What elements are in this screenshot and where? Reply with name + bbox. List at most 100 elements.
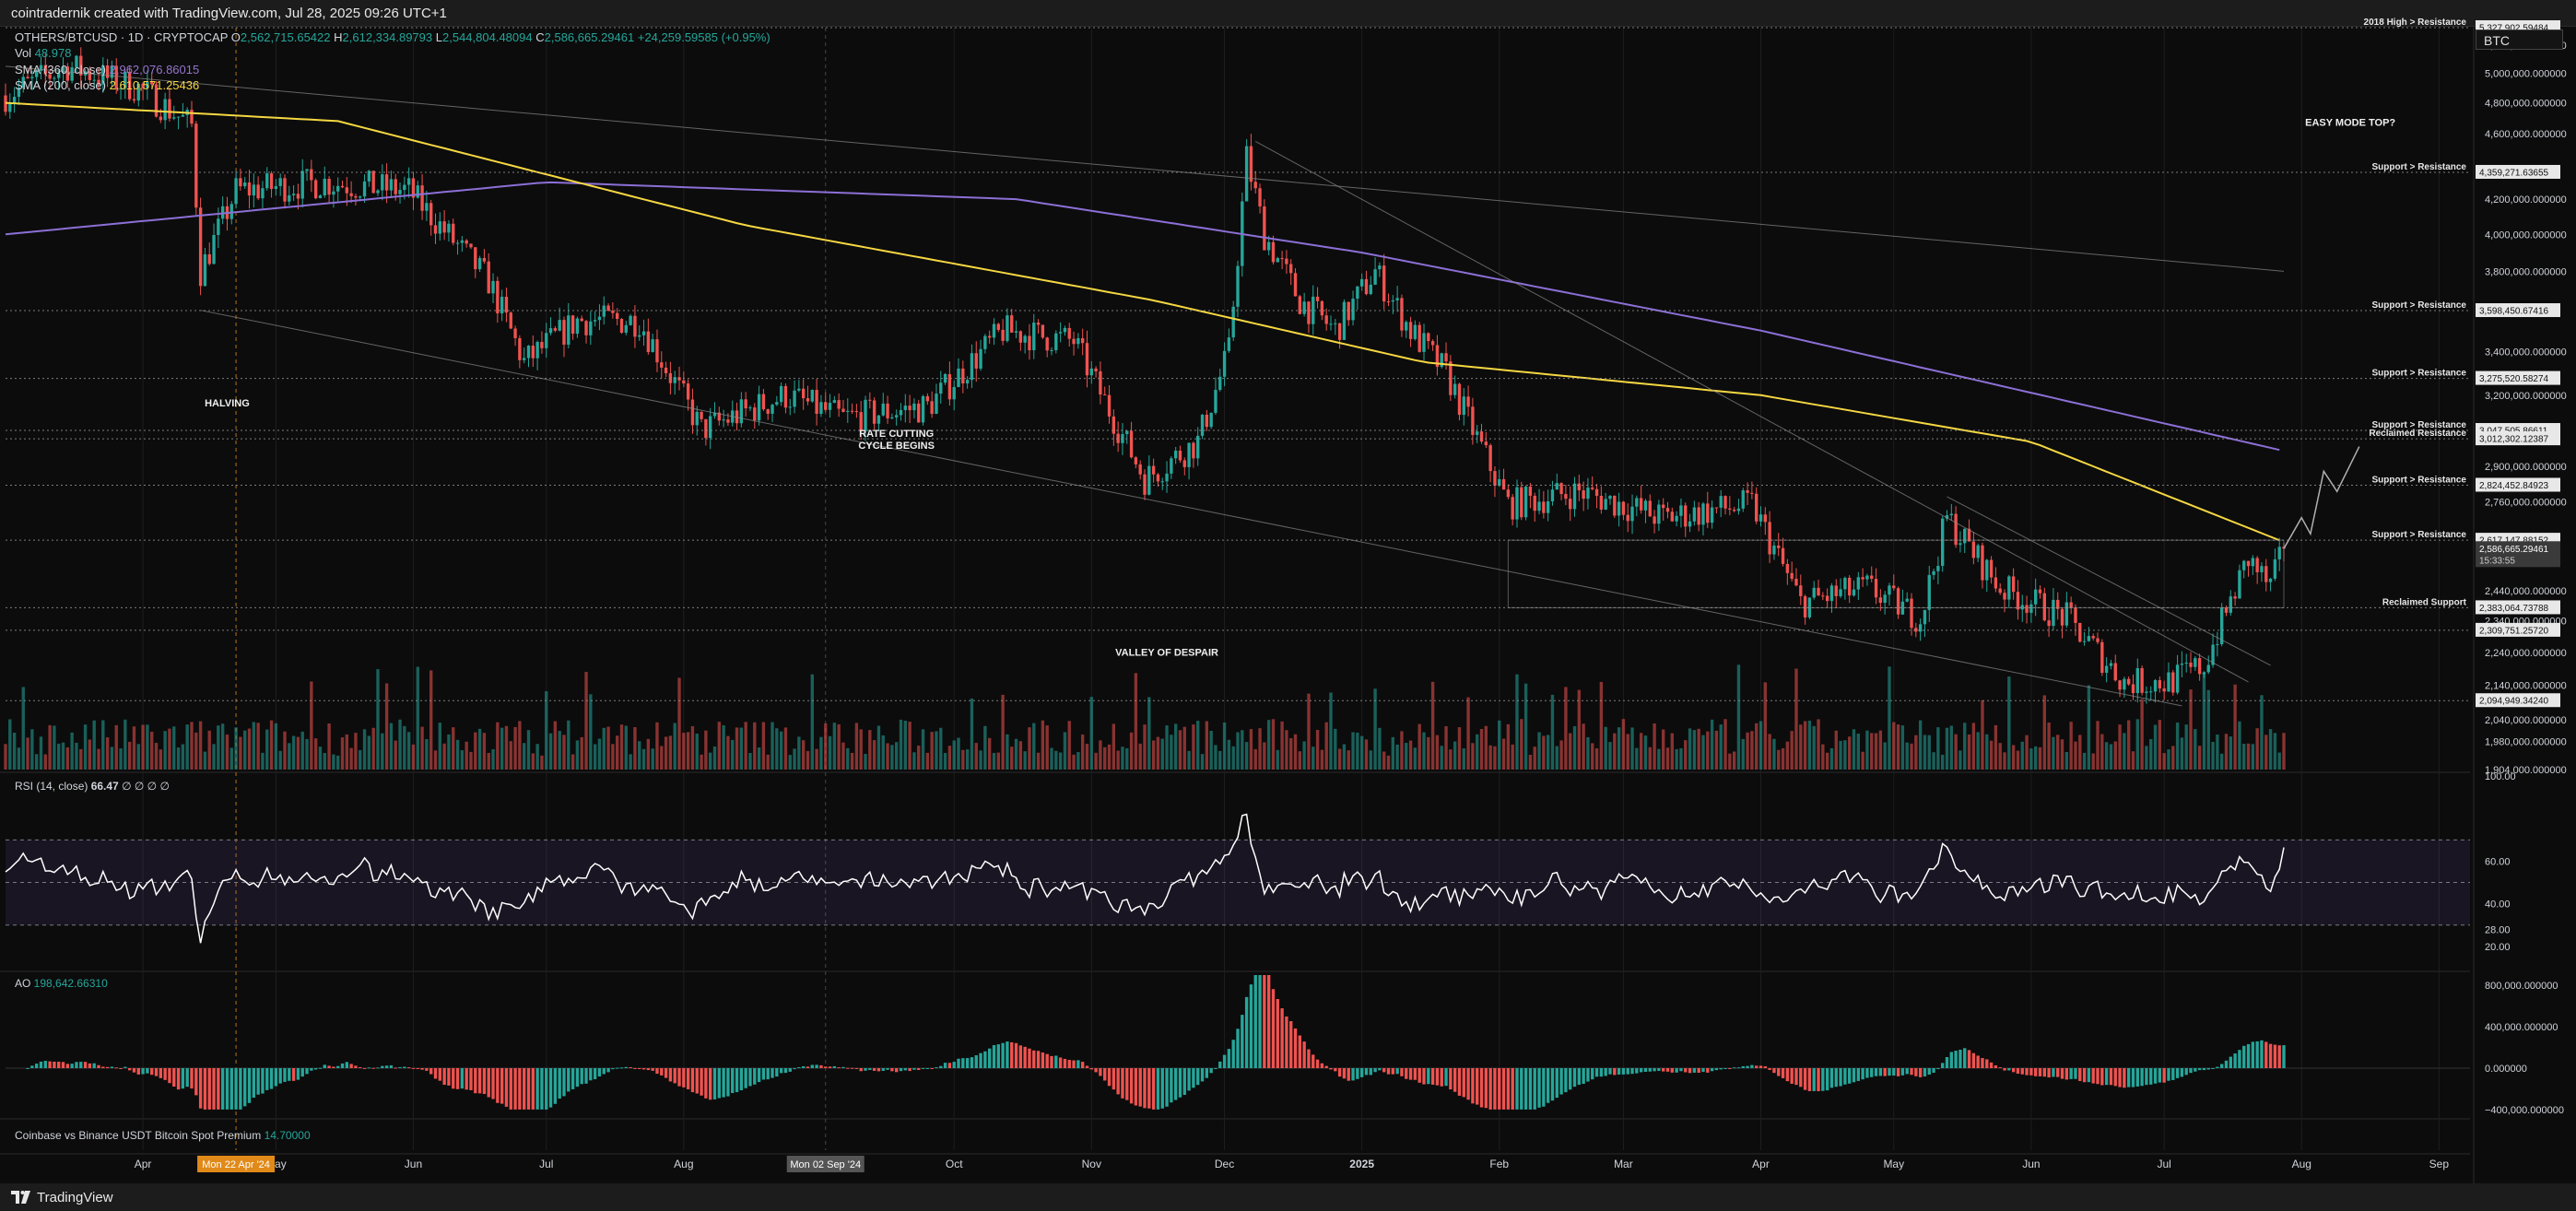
ao-bar: [602, 1068, 606, 1075]
candle-body: [2016, 592, 2020, 610]
volume-bar: [1586, 736, 1590, 770]
ao-bar: [1785, 1068, 1790, 1082]
candle-body: [336, 185, 340, 192]
ao-bar: [403, 1066, 406, 1068]
candle-body: [1089, 368, 1093, 376]
ao-bar: [1107, 1068, 1112, 1087]
candle-body: [1493, 471, 1497, 486]
ao-bar: [837, 1067, 841, 1069]
volume-bar: [1564, 687, 1568, 770]
ao-bar: [1923, 1068, 1927, 1077]
ao-bar: [269, 1068, 274, 1089]
volume-bar: [1714, 730, 1719, 770]
currency-button[interactable]: BTC: [2476, 29, 2563, 50]
volume-bar: [2056, 735, 2060, 770]
sma200-legend[interactable]: SMA (200, close) 2,610,571.25436: [15, 78, 199, 92]
ao-bar: [1542, 1068, 1546, 1107]
candle-body: [310, 169, 313, 181]
candle-body: [788, 406, 792, 408]
volume-bar: [841, 742, 845, 770]
candle-body: [1528, 486, 1533, 496]
ao-bar: [447, 1068, 451, 1086]
ao-bar: [1941, 1063, 1945, 1068]
candle-body: [797, 388, 801, 391]
volume-bar: [624, 725, 628, 770]
volume-bar: [1613, 733, 1617, 770]
volume-bar: [1289, 737, 1293, 770]
volume-bar: [1971, 723, 1976, 770]
volume-bar: [1834, 730, 1838, 770]
ao-bar: [1280, 1008, 1284, 1068]
rsi-extra-value: ∅: [122, 780, 135, 793]
candle-body: [593, 320, 597, 322]
ao-bar: [65, 1064, 70, 1068]
volume-bar: [540, 755, 544, 770]
ao-bar: [619, 1067, 624, 1069]
ao-bar: [925, 1068, 930, 1069]
ao-bar: [1755, 1065, 1759, 1068]
candle-body: [2003, 593, 2006, 600]
ao-bar: [136, 1068, 140, 1075]
ao-bar: [43, 1061, 47, 1068]
volume-bar: [1116, 750, 1120, 770]
candle-body: [2260, 566, 2264, 572]
candle-body: [17, 88, 21, 98]
candle-body: [97, 79, 100, 85]
candle-body: [1883, 594, 1887, 604]
volume-bar: [957, 737, 960, 770]
volume-bar: [381, 733, 384, 770]
candle-body: [1741, 490, 1745, 509]
ao-bar: [2100, 1068, 2104, 1086]
candle-body: [212, 234, 216, 265]
ao-bar: [1085, 1065, 1089, 1068]
candle-body: [943, 373, 947, 383]
candle-body: [425, 203, 429, 211]
candle-body: [925, 395, 930, 402]
candle-body: [1692, 507, 1697, 522]
volume-legend[interactable]: Vol 48.978: [15, 46, 71, 60]
candle-body: [1643, 500, 1648, 511]
volume-bar: [1679, 747, 1683, 770]
ao-bar: [261, 1068, 265, 1094]
volume-bar: [1706, 731, 1710, 770]
ao-bar: [1231, 1040, 1235, 1068]
candle-body: [553, 328, 558, 331]
volume-bar: [1032, 723, 1036, 770]
ao-bar: [425, 1068, 429, 1071]
volume-bar: [1453, 741, 1457, 770]
volume-bar: [757, 747, 761, 770]
ao-bar: [996, 1044, 1000, 1068]
sma200-value: 2,610,571.25436: [109, 78, 200, 92]
price-tag-bg: [2476, 622, 2560, 637]
candle-body: [859, 412, 863, 432]
volume-bar: [1515, 674, 1519, 770]
ao-bar: [159, 1068, 163, 1078]
sma360-legend[interactable]: SMA (360, close) 2,962,076.86015: [15, 63, 199, 76]
candle-body: [30, 76, 34, 78]
ao-bar: [336, 1065, 340, 1068]
candle-body: [1302, 301, 1306, 314]
ao-bar: [1032, 1050, 1036, 1068]
volume-bar: [416, 666, 419, 770]
x-tick-label: Jul: [539, 1158, 553, 1170]
volume-bar: [1542, 735, 1546, 770]
symbol-legend[interactable]: OTHERS/BTCUSD · 1D · CRYPTOCAP O2,562,71…: [15, 30, 770, 44]
ao-bar: [523, 1068, 526, 1110]
candle-body: [1896, 588, 1900, 615]
candle-body: [1546, 500, 1550, 513]
ao-bar: [39, 1061, 43, 1068]
candle-body: [243, 182, 247, 187]
ao-bar: [1244, 996, 1249, 1068]
candle-body: [2100, 641, 2104, 674]
candle-body: [2219, 606, 2224, 644]
candle-body: [34, 70, 39, 77]
candle-body: [1803, 595, 1807, 617]
volume-bar: [793, 748, 796, 770]
y-tick-label: 4,800,000.000000: [2485, 99, 2567, 110]
y-tick-label: 2,140,000.000000: [2485, 681, 2567, 692]
candle-body: [496, 280, 500, 314]
volume-bar: [39, 736, 43, 770]
ao-bar: [1347, 1068, 1350, 1081]
ao-bar: [1466, 1068, 1470, 1100]
